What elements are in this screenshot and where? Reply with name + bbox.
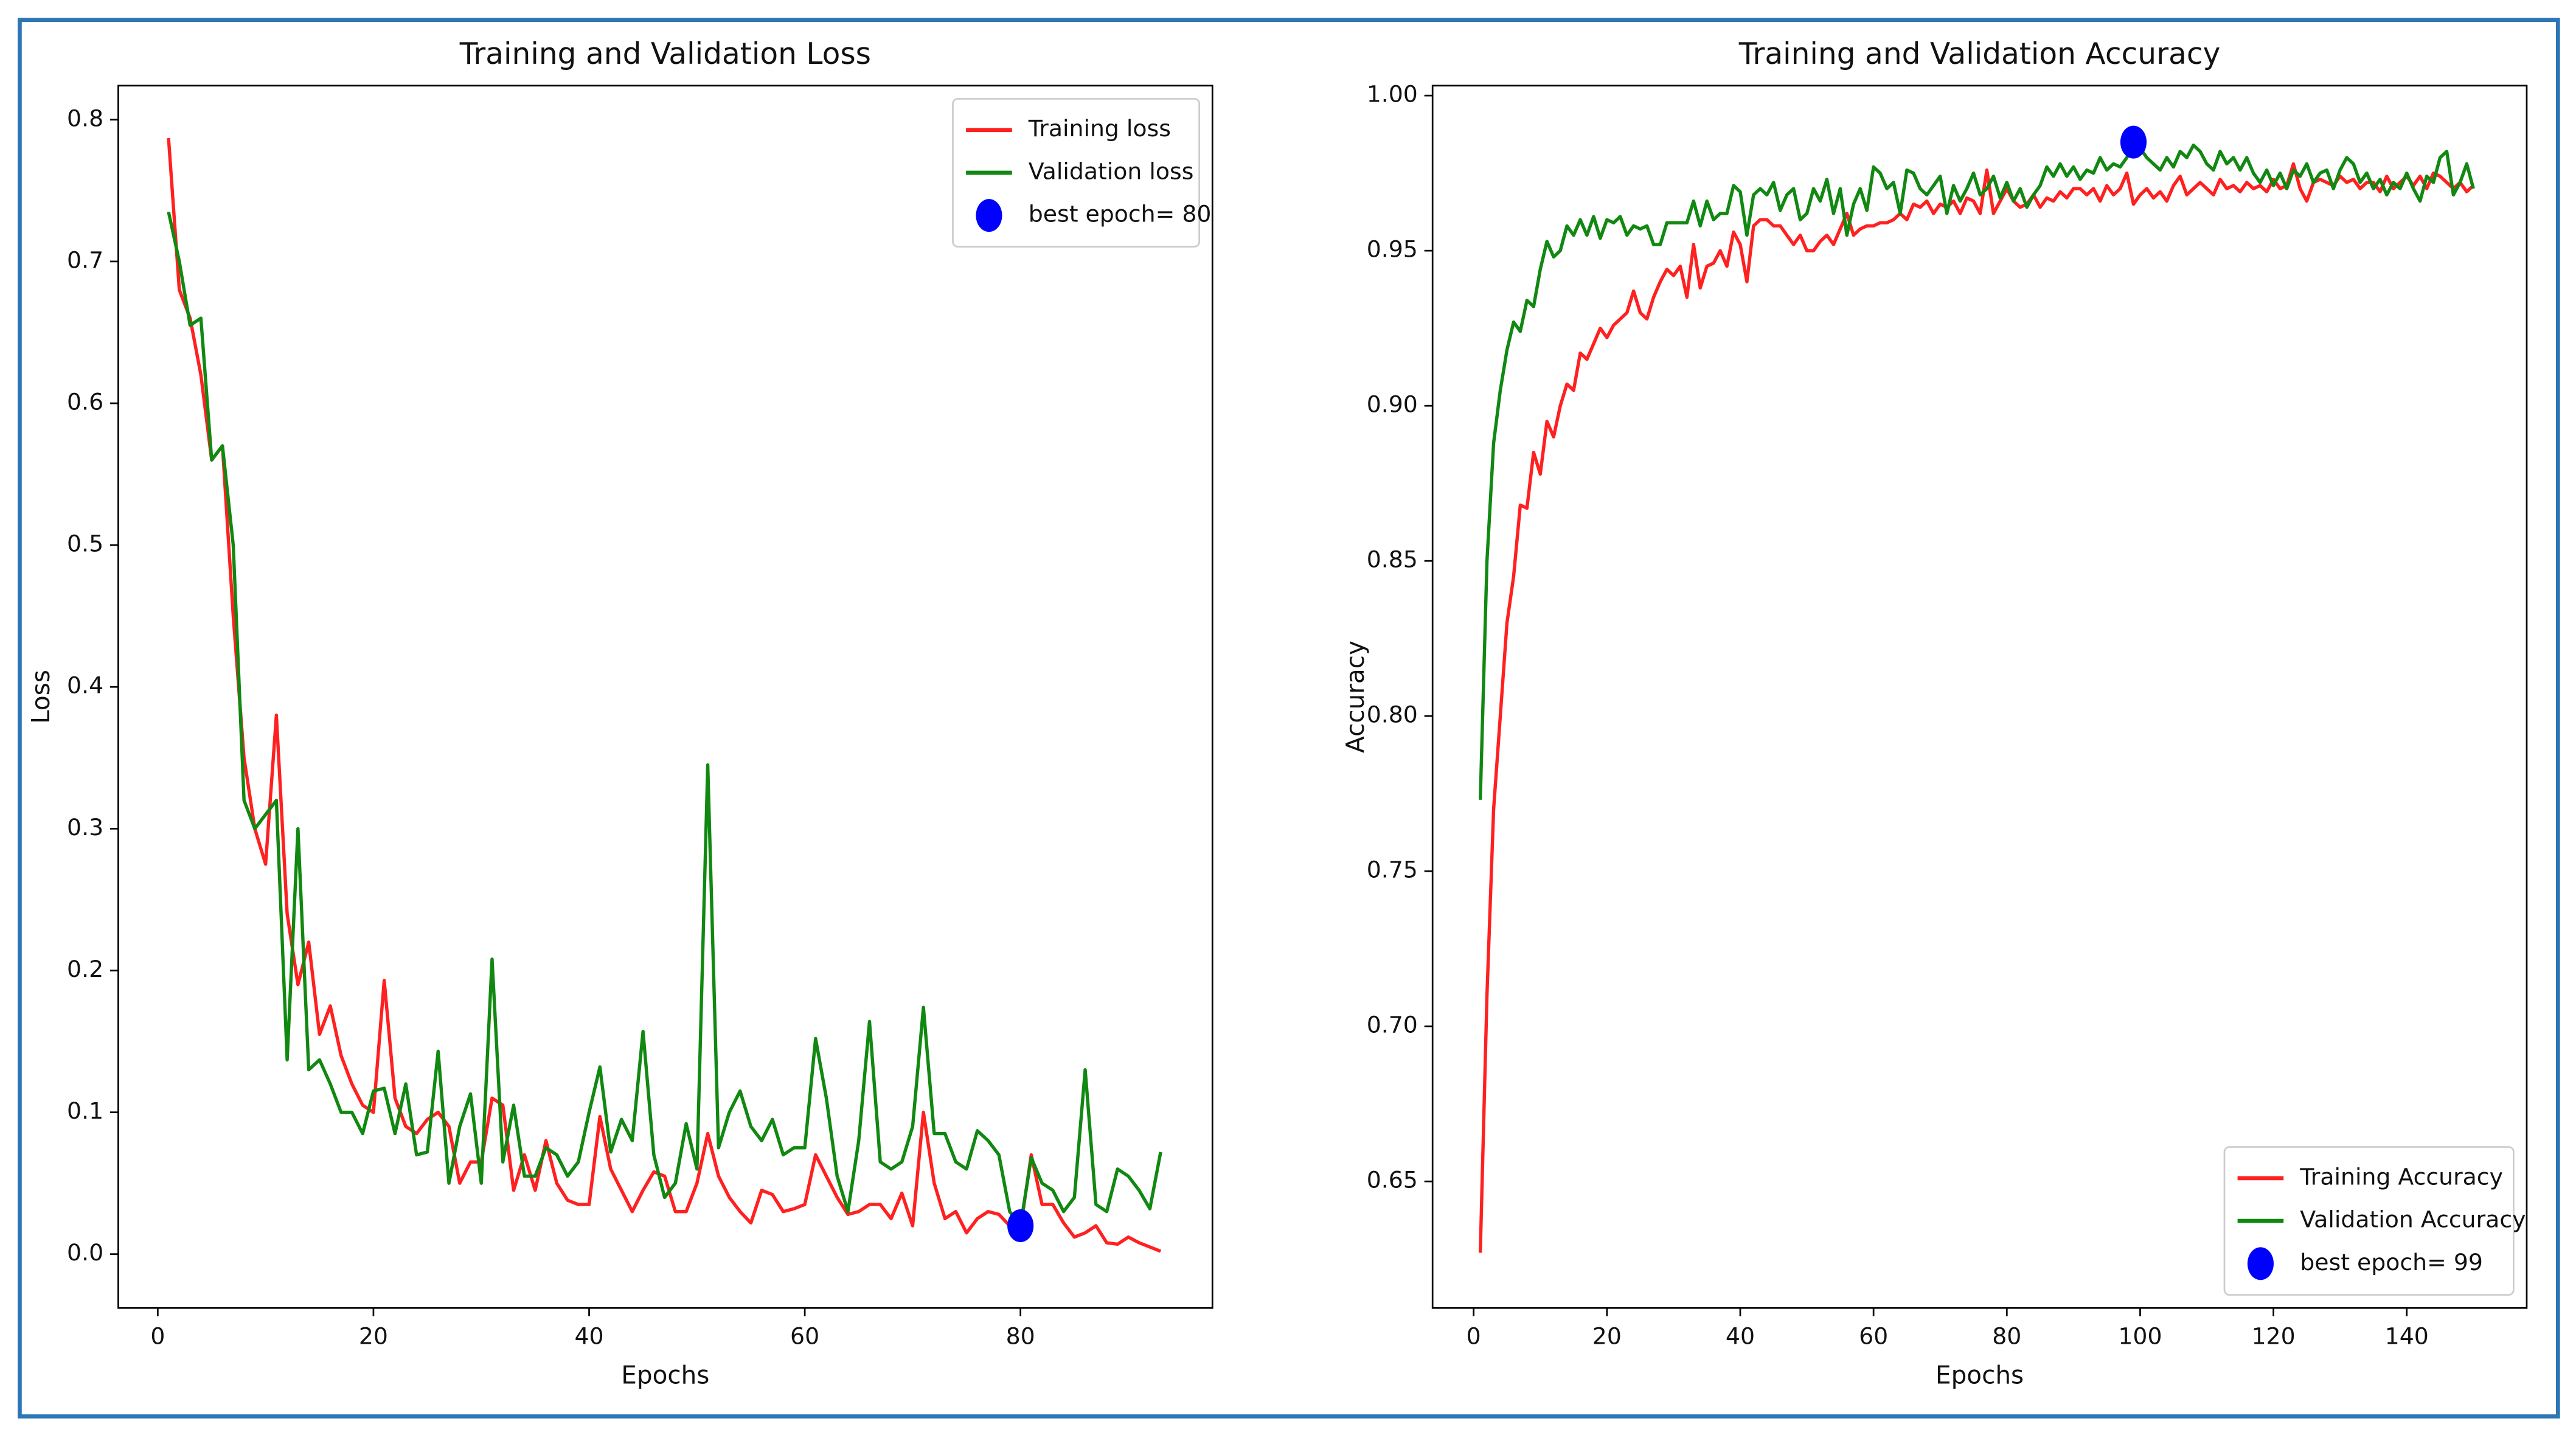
- legend-swatch: [2247, 1247, 2274, 1280]
- series-line: [167, 211, 1162, 1228]
- chart-title: Training and Validation Loss: [459, 37, 871, 71]
- legend-swatch: [976, 199, 1002, 232]
- y-axis-label: Accuracy: [1341, 641, 1370, 753]
- y-tick-label: 0.95: [1367, 236, 1418, 263]
- y-tick-label: 0.85: [1367, 546, 1418, 573]
- x-axis-label: Epochs: [1935, 1361, 2024, 1390]
- plot-frame: [1431, 85, 2528, 1309]
- x-tick-label: 40: [1726, 1322, 1755, 1349]
- y-tick-label: 0.90: [1367, 391, 1418, 418]
- x-tick-label: 100: [2118, 1322, 2162, 1349]
- best-marker: [1007, 1209, 1034, 1243]
- x-tick-label: 60: [790, 1322, 819, 1349]
- x-tick-label: 80: [1006, 1322, 1035, 1349]
- legend-box: [952, 98, 1201, 248]
- x-axis-label: Epochs: [621, 1361, 709, 1390]
- x-tick-label: 60: [1859, 1322, 1888, 1349]
- y-tick-label: 0.4: [67, 672, 103, 699]
- y-tick-label: 0.80: [1367, 701, 1418, 728]
- plot-frame: [117, 85, 1213, 1309]
- legend-label: best epoch= 80: [1029, 201, 1212, 228]
- y-axis-label: Loss: [26, 670, 55, 724]
- y-tick-label: 0.75: [1367, 856, 1418, 883]
- outer-border: [18, 18, 2560, 1419]
- x-tick-label: 120: [2252, 1322, 2296, 1349]
- x-tick-label: 20: [359, 1322, 388, 1349]
- x-tick-label: 140: [2385, 1322, 2429, 1349]
- y-tick-label: 0.70: [1367, 1012, 1418, 1038]
- legend-label: best epoch= 99: [2300, 1249, 2483, 1276]
- series-line: [167, 137, 1162, 1253]
- y-tick-label: 0.8: [67, 105, 103, 131]
- series-line: [1478, 162, 2475, 1253]
- y-tick-label: 0.7: [67, 246, 103, 273]
- best-marker: [2120, 125, 2147, 159]
- legend-label: Validation Accuracy: [2300, 1206, 2526, 1233]
- x-tick-label: 20: [1592, 1322, 1622, 1349]
- legend-box: [2223, 1146, 2515, 1296]
- legend-label: Training loss: [1028, 115, 1171, 142]
- y-tick-label: 0.2: [67, 956, 103, 982]
- y-tick-label: 0.0: [67, 1239, 103, 1266]
- x-tick-label: 0: [150, 1322, 165, 1349]
- y-tick-label: 0.65: [1367, 1167, 1418, 1193]
- y-tick-label: 0.1: [67, 1097, 103, 1124]
- y-tick-label: 0.3: [67, 814, 103, 841]
- y-tick-label: 0.5: [67, 530, 103, 557]
- y-tick-label: 0.6: [67, 388, 103, 415]
- x-tick-label: 40: [574, 1322, 603, 1349]
- x-tick-label: 0: [1467, 1322, 1481, 1349]
- legend-label: Validation loss: [1029, 158, 1194, 184]
- series-line: [1478, 140, 2475, 800]
- y-tick-label: 1.00: [1367, 81, 1418, 108]
- legend-label: Training Accuracy: [2299, 1163, 2503, 1190]
- chart-title: Training and Validation Accuracy: [1738, 37, 2221, 71]
- x-tick-label: 80: [1992, 1322, 2021, 1349]
